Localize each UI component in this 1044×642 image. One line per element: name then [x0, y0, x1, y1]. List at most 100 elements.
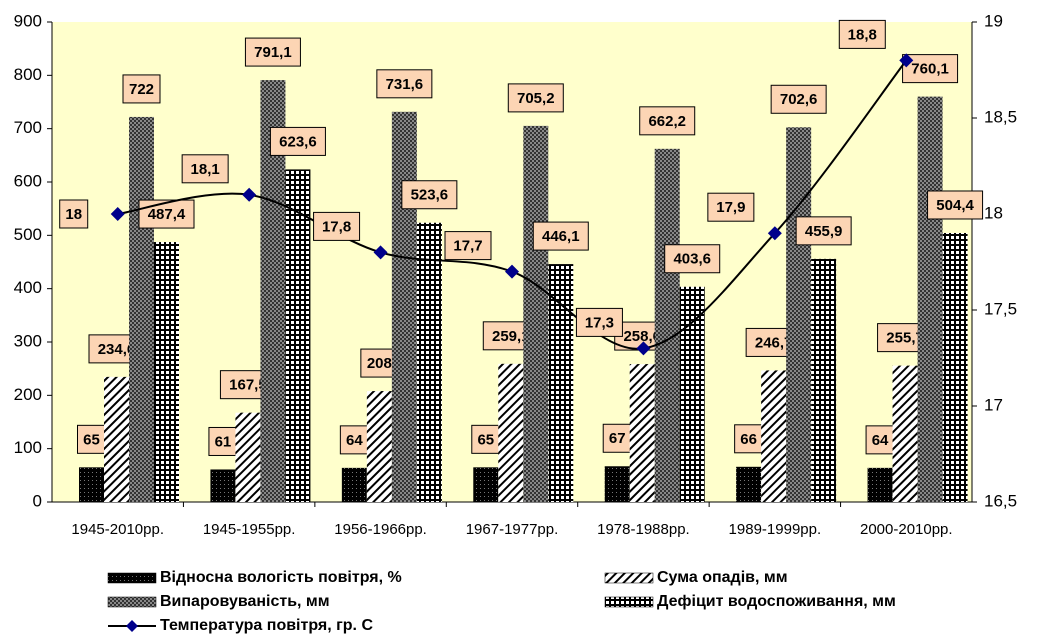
data-label-box: [471, 424, 501, 454]
data-label-box: [602, 423, 632, 453]
data-label-box: [575, 307, 623, 337]
data-label: 17,3: [585, 314, 614, 331]
line-marker: [110, 207, 125, 221]
bar: [892, 365, 918, 502]
y2-tick-label: 17,5: [984, 299, 1017, 318]
x-tick-label: 1967-1977рр.: [466, 521, 559, 538]
data-label: 731,6: [386, 76, 424, 93]
x-tick-label: 2000-2010рр.: [860, 521, 953, 538]
data-label: 61: [215, 433, 232, 450]
data-label: 18: [65, 206, 82, 223]
x-tick-label: 1978-1988рр.: [597, 521, 690, 538]
bar: [604, 466, 630, 502]
legend-swatch: [107, 572, 157, 584]
x-tick-label: 1945-1955рр.: [203, 521, 296, 538]
bar: [654, 148, 680, 502]
bar: [473, 467, 499, 502]
data-label-box: [734, 424, 764, 454]
y-tick-label: 400: [14, 278, 42, 297]
data-label: 504,4: [936, 197, 974, 214]
legend-label: Сума опадів, мм: [657, 569, 788, 586]
data-label: 255,7: [886, 330, 924, 347]
data-label: 791,1: [254, 44, 292, 61]
bar: [942, 232, 968, 502]
data-label-box: [639, 106, 696, 136]
bar: [154, 242, 179, 502]
data-label: 258,6: [623, 328, 661, 345]
data-label: 65: [83, 431, 100, 448]
data-label: 662,2: [648, 113, 686, 130]
bar: [761, 370, 787, 502]
bar: [548, 264, 574, 502]
data-label: 760,1: [911, 61, 949, 78]
line-marker: [373, 245, 388, 260]
line-marker: [767, 226, 782, 241]
data-label-box: [507, 83, 564, 113]
y-tick-label: 700: [14, 118, 42, 137]
bar: [498, 363, 524, 502]
data-label: 17,7: [453, 238, 482, 255]
bar: [736, 466, 762, 502]
data-label: 246,7: [755, 334, 793, 351]
bar: [679, 286, 705, 502]
bar: [366, 391, 392, 502]
data-label-box: [532, 221, 589, 251]
data-label-box: [77, 424, 106, 454]
data-label: 17,8: [322, 218, 351, 235]
data-label-box: [138, 199, 195, 229]
data-label: 623,6: [279, 133, 317, 150]
data-label-box: [401, 180, 458, 210]
bar: [786, 127, 812, 502]
bar: [811, 258, 837, 502]
legend-label: Випаровуваність, мм: [160, 593, 330, 610]
data-label: 66: [740, 431, 757, 448]
data-label-box: [376, 69, 433, 99]
bar: [210, 469, 236, 502]
data-label-box: [269, 126, 326, 156]
y-tick-label: 200: [14, 385, 42, 404]
bar: [867, 467, 893, 502]
y-tick-label: 800: [14, 65, 42, 84]
legend-marker: [126, 620, 138, 632]
y2-tick-label: 19: [984, 11, 1003, 30]
data-label: 446,1: [542, 228, 580, 245]
data-label-box: [181, 154, 229, 184]
data-label: 167,5: [229, 377, 267, 394]
legend-label: Відносна вологість повітря, %: [160, 569, 402, 586]
x-tick-label: 1956-1966рр.: [334, 521, 427, 538]
data-label-box: [927, 190, 984, 220]
legend-label: Температура повітря, гр. С: [160, 617, 373, 634]
bar: [235, 412, 261, 502]
data-label-box: [59, 199, 89, 229]
line-marker: [636, 341, 651, 356]
y-tick-label: 500: [14, 225, 42, 244]
y-tick-label: 600: [14, 171, 42, 190]
bar: [341, 467, 367, 502]
y2-tick-label: 18: [984, 203, 1003, 222]
data-label-box: [244, 37, 301, 67]
data-label-box: [795, 216, 852, 246]
data-label: 67: [609, 430, 626, 447]
line-marker: [242, 187, 257, 202]
data-label-box: [360, 348, 399, 378]
y-tick-label: 900: [14, 11, 42, 30]
data-label: 234,6: [98, 341, 136, 358]
data-label: 17,9: [716, 199, 745, 216]
data-label-box: [208, 426, 238, 456]
data-label-box: [770, 84, 827, 114]
data-label: 455,9: [805, 223, 843, 240]
legend-swatch: [604, 572, 654, 584]
data-label: 64: [346, 432, 363, 449]
bar: [129, 116, 154, 502]
legend-swatch: [107, 596, 157, 608]
data-label: 702,6: [780, 91, 818, 108]
data-label: 705,2: [517, 90, 555, 107]
bar: [523, 125, 549, 502]
data-label-box: [122, 74, 161, 104]
bar: [79, 467, 104, 502]
y-tick-label: 300: [14, 331, 42, 350]
data-label: 18,1: [191, 161, 220, 178]
data-label-box: [838, 19, 886, 49]
data-label: 722: [129, 81, 154, 98]
data-label: 403,6: [673, 251, 711, 268]
